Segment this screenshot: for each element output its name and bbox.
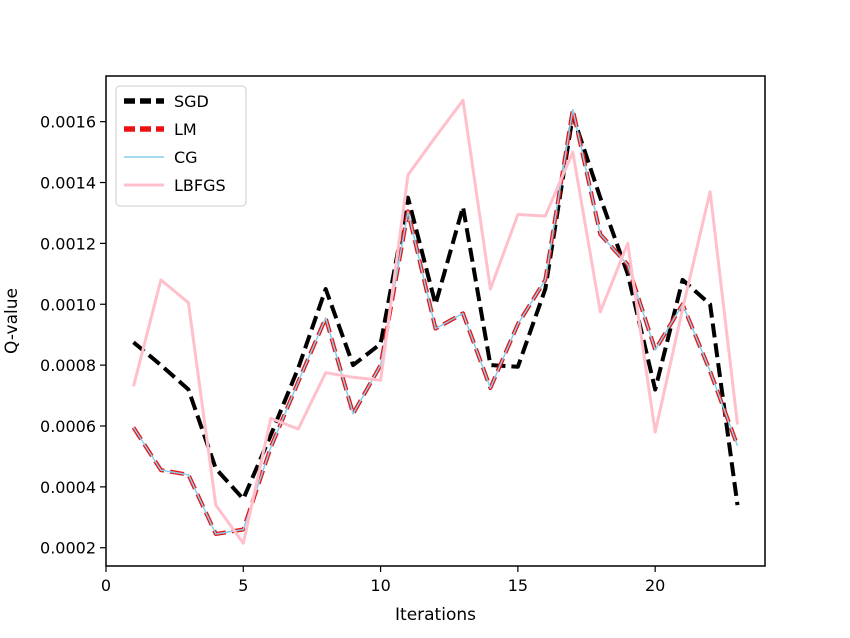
- series-layer: [131, 98, 740, 545]
- x-axis-label: Iterations: [395, 605, 476, 625]
- x-tick-label: 15: [508, 576, 528, 595]
- legend-box: [115, 85, 247, 207]
- y-tick-label: 0.0002: [40, 539, 96, 558]
- x-tick-label: 5: [238, 576, 248, 595]
- x-axis: 0 5 10 15 20: [101, 566, 665, 595]
- x-tick-label: 20: [645, 576, 665, 595]
- y-tick-label: 0.0016: [40, 113, 96, 132]
- y-axis: 0.0002 0.0004 0.0006 0.0008 0.0010 0.0012 0.00…: [40, 113, 106, 558]
- plot-frame: [105, 75, 766, 567]
- y-tick-label: 0.0008: [40, 356, 96, 375]
- y-tick-label: 0.0006: [40, 417, 96, 436]
- y-tick-label: 0.0004: [40, 478, 96, 497]
- x-tick-label: 10: [370, 576, 390, 595]
- legend: SGD LM CG LBFGS: [115, 85, 247, 207]
- y-axis-label: Q-value: [2, 288, 22, 354]
- y-tick-label: 0.0012: [40, 234, 96, 253]
- legend-label-lm: LM: [174, 120, 197, 139]
- legend-label-sgd: SGD: [174, 92, 209, 111]
- legend-label-cg: CG: [174, 148, 198, 167]
- legend-label-lbfgs: LBFGS: [174, 176, 226, 195]
- series-line-lbfgs: [132, 98, 739, 545]
- x-tick-label: 0: [101, 576, 111, 595]
- plot-area: [105, 75, 766, 567]
- y-tick-label: 0.0010: [40, 295, 96, 314]
- y-tick-label: 0.0014: [40, 174, 96, 193]
